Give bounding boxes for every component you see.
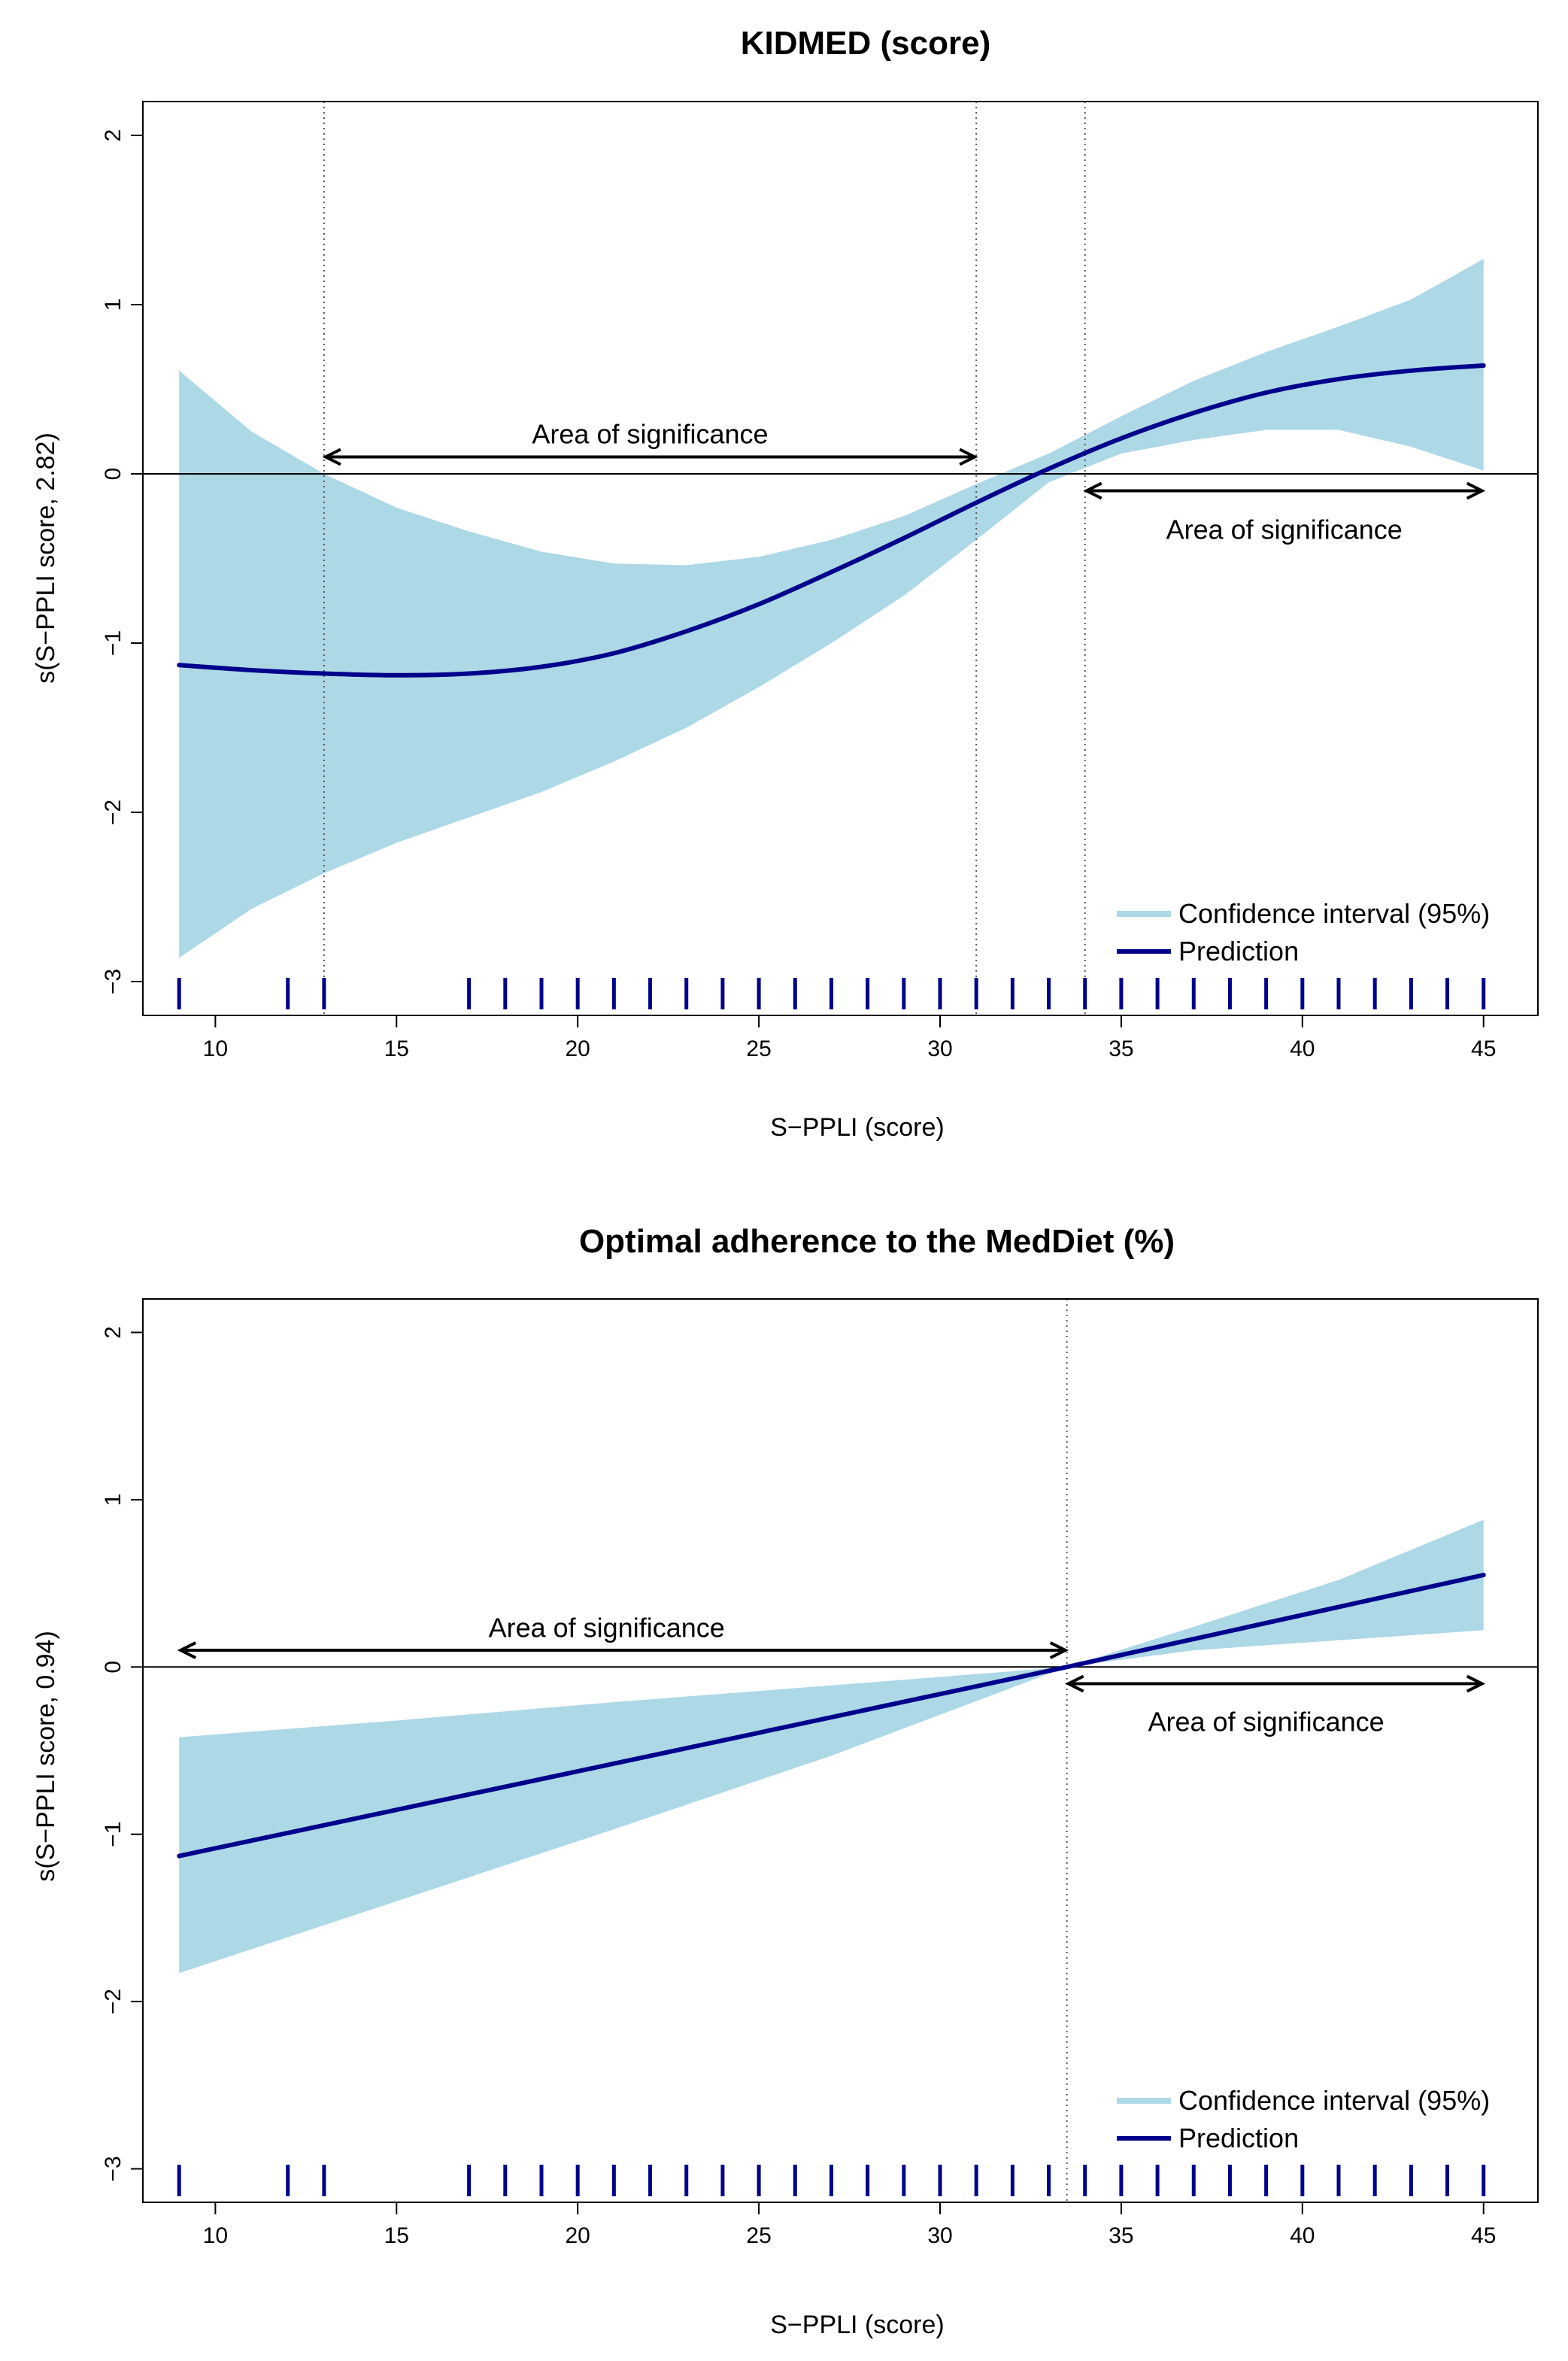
reference-lines bbox=[143, 1299, 1538, 2202]
x-tick-label: 30 bbox=[927, 1036, 952, 1061]
x-tick-label: 30 bbox=[927, 2223, 952, 2248]
legend-label-prediction: Prediction bbox=[1178, 936, 1299, 967]
y-tick-label: 2 bbox=[101, 129, 126, 142]
annotation-arrowhead-right bbox=[1049, 1641, 1069, 1659]
x-tick-label: 45 bbox=[1471, 1036, 1496, 1061]
annotation-arrowhead-left bbox=[322, 448, 341, 466]
annotation-arrowhead-left bbox=[1083, 481, 1102, 500]
panel-title: Optimal adherence to the MedDiet (%) bbox=[579, 1223, 1175, 1260]
y-tick-label: 0 bbox=[101, 468, 126, 481]
axes-layer: 10 15 20 25 30 35 40 45 −3 −2 −1 0 1 2 bbox=[101, 1298, 1539, 2248]
annotation-arrowhead-left bbox=[177, 1641, 197, 1659]
confidence-band bbox=[179, 259, 1484, 958]
prediction-line bbox=[177, 1573, 1486, 1859]
confidence-band bbox=[179, 1519, 1484, 1974]
prediction-layer bbox=[177, 363, 1486, 678]
plot-frame bbox=[142, 101, 1539, 1016]
annotation-label: Area of significance bbox=[489, 1612, 725, 1643]
y-tick-label: −2 bbox=[101, 1989, 126, 2014]
x-tick-label: 10 bbox=[203, 2223, 228, 2248]
y-axis-title: s(S−PPLI score, 2.82) bbox=[32, 432, 60, 684]
annotation-arrowhead-right bbox=[1466, 1674, 1486, 1693]
x-tick-label: 35 bbox=[1109, 2223, 1133, 2248]
x-tick-label: 45 bbox=[1471, 2223, 1496, 2248]
annotations-layer: Area of significance Area of significanc… bbox=[322, 419, 1486, 545]
x-tick-label: 15 bbox=[384, 1036, 409, 1061]
panel-title: KIDMED (score) bbox=[741, 25, 991, 62]
y-tick-label: 2 bbox=[101, 1326, 126, 1339]
x-tick-label: 15 bbox=[384, 2223, 409, 2248]
annotations-layer: Area of significance Area of significanc… bbox=[177, 1612, 1486, 1737]
kidmed-panel: KIDMED (score) S−PPLI (score) s(S−PPLI s… bbox=[32, 25, 1539, 1142]
x-tick-label: 25 bbox=[746, 1036, 771, 1061]
x-tick-label: 20 bbox=[565, 1036, 590, 1061]
x-tick-label: 25 bbox=[746, 2223, 771, 2248]
y-tick-label: −3 bbox=[101, 2156, 126, 2181]
prediction-line bbox=[177, 363, 1486, 678]
legend: Confidence interval (95%) Prediction bbox=[1117, 2085, 1490, 2153]
x-tick-label: 40 bbox=[1290, 2223, 1315, 2248]
annotation-label: Area of significance bbox=[1148, 1707, 1385, 1737]
x-tick-label: 35 bbox=[1109, 1036, 1133, 1061]
plot-frame bbox=[142, 1298, 1539, 2203]
axes-layer: 10 15 20 25 30 35 40 45 −3 −2 −1 0 1 2 bbox=[101, 101, 1539, 1061]
y-tick-label: 1 bbox=[101, 1494, 126, 1507]
band-layer bbox=[179, 259, 1484, 958]
annotation-arrowhead-left bbox=[1065, 1674, 1084, 1693]
annotation-arrowhead-right bbox=[959, 448, 978, 466]
legend-label-band: Confidence interval (95%) bbox=[1178, 898, 1490, 929]
x-tick-label: 20 bbox=[565, 2223, 590, 2248]
y-tick-label: −3 bbox=[101, 969, 126, 994]
y-tick-label: 0 bbox=[101, 1661, 126, 1674]
rug-layer bbox=[177, 978, 1486, 1009]
y-tick-label: −1 bbox=[101, 1822, 126, 1847]
y-axis-title: s(S−PPLI score, 0.94) bbox=[32, 1631, 60, 1882]
y-tick-label: 1 bbox=[101, 299, 126, 311]
y-tick-label: −1 bbox=[101, 630, 126, 656]
annotation-label: Area of significance bbox=[1166, 514, 1403, 545]
rug-layer bbox=[177, 2165, 1486, 2196]
annotation-arrowhead-right bbox=[1466, 481, 1486, 500]
x-tick-label: 10 bbox=[203, 1036, 228, 1061]
legend: Confidence interval (95%) Prediction bbox=[1117, 898, 1490, 967]
meddiet-panel: Optimal adherence to the MedDiet (%) S−P… bbox=[32, 1223, 1539, 2339]
x-axis-title: S−PPLI (score) bbox=[770, 1113, 944, 1142]
legend-label-prediction: Prediction bbox=[1178, 2123, 1299, 2153]
prediction-layer bbox=[177, 1573, 1486, 1859]
annotation-label: Area of significance bbox=[532, 419, 768, 450]
x-tick-label: 40 bbox=[1290, 1036, 1315, 1061]
y-tick-label: −2 bbox=[101, 800, 126, 825]
band-layer bbox=[179, 1519, 1484, 1974]
legend-label-band: Confidence interval (95%) bbox=[1178, 2085, 1490, 2116]
reference-lines bbox=[143, 102, 1538, 1015]
x-axis-title: S−PPLI (score) bbox=[770, 2311, 944, 2339]
